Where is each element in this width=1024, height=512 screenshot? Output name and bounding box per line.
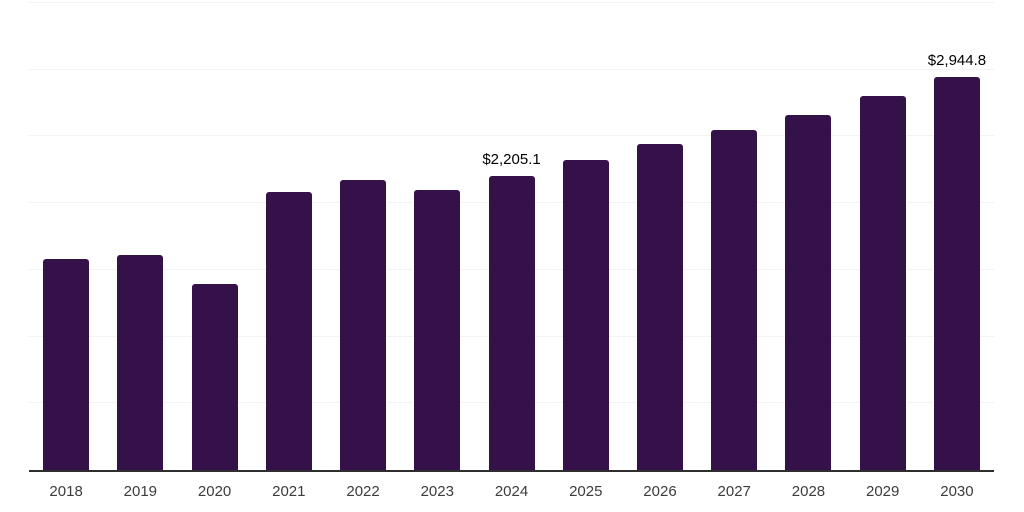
bar-2019[interactable] xyxy=(117,255,164,470)
bar-2023[interactable] xyxy=(414,190,461,470)
bar-slot xyxy=(103,3,177,470)
x-axis-line xyxy=(29,470,994,472)
bar-2028[interactable] xyxy=(785,115,832,470)
bar-slot xyxy=(252,3,326,470)
bar-2027[interactable] xyxy=(711,129,758,470)
bar-slot xyxy=(846,3,920,470)
x-tick-label: 2024 xyxy=(494,483,529,500)
bar-slot xyxy=(549,3,623,470)
bar-2030[interactable] xyxy=(933,77,980,470)
bars-container: $2,205.1 $2,944.8 xyxy=(29,3,994,470)
x-tick-label: 2023 xyxy=(420,483,454,500)
bar-2026[interactable] xyxy=(636,143,683,470)
bar-value-label: $2,944.8 xyxy=(927,52,987,70)
x-axis-labels: 2018 2019 2020 2021 2022 2023 2024 2025 2026 2027… xyxy=(29,483,994,500)
bar-2025[interactable] xyxy=(562,159,609,470)
bar-slot xyxy=(326,3,400,470)
bar-slot xyxy=(400,3,474,470)
x-tick-label: 2020 xyxy=(197,483,232,500)
bar-slot: $2,205.1 xyxy=(474,3,548,470)
bar-2022[interactable] xyxy=(340,179,387,470)
bar-2029[interactable] xyxy=(859,96,906,470)
x-tick-label: 2025 xyxy=(569,483,603,500)
x-tick-label: 2030 xyxy=(940,483,974,500)
plot-area: $2,205.1 $2,944.8 xyxy=(29,2,994,472)
x-tick-label: 2027 xyxy=(717,483,751,500)
gridline xyxy=(29,135,994,137)
bar-2018[interactable] xyxy=(43,259,90,470)
gridline xyxy=(29,2,994,3)
x-tick-label: 2026 xyxy=(643,483,677,500)
gridline xyxy=(29,68,994,70)
x-tick-label: 2029 xyxy=(866,483,900,500)
x-tick-label: 2021 xyxy=(272,483,306,500)
bar-slot xyxy=(29,3,103,470)
bar-2020[interactable] xyxy=(191,283,238,470)
x-tick-label: 2022 xyxy=(346,483,380,500)
bar-slot xyxy=(177,3,251,470)
x-tick-label: 2018 xyxy=(49,483,83,500)
bar-value-label: $2,205.1 xyxy=(482,150,541,168)
bar-slot: $2,944.8 xyxy=(920,3,994,470)
bar-slot xyxy=(623,3,697,470)
x-tick-label: 2028 xyxy=(791,483,826,500)
bar-slot xyxy=(771,3,845,470)
bar-slot xyxy=(697,3,771,470)
bar-2024[interactable] xyxy=(488,175,535,470)
bar-2021[interactable] xyxy=(265,192,312,470)
x-tick-label: 2019 xyxy=(123,483,158,500)
